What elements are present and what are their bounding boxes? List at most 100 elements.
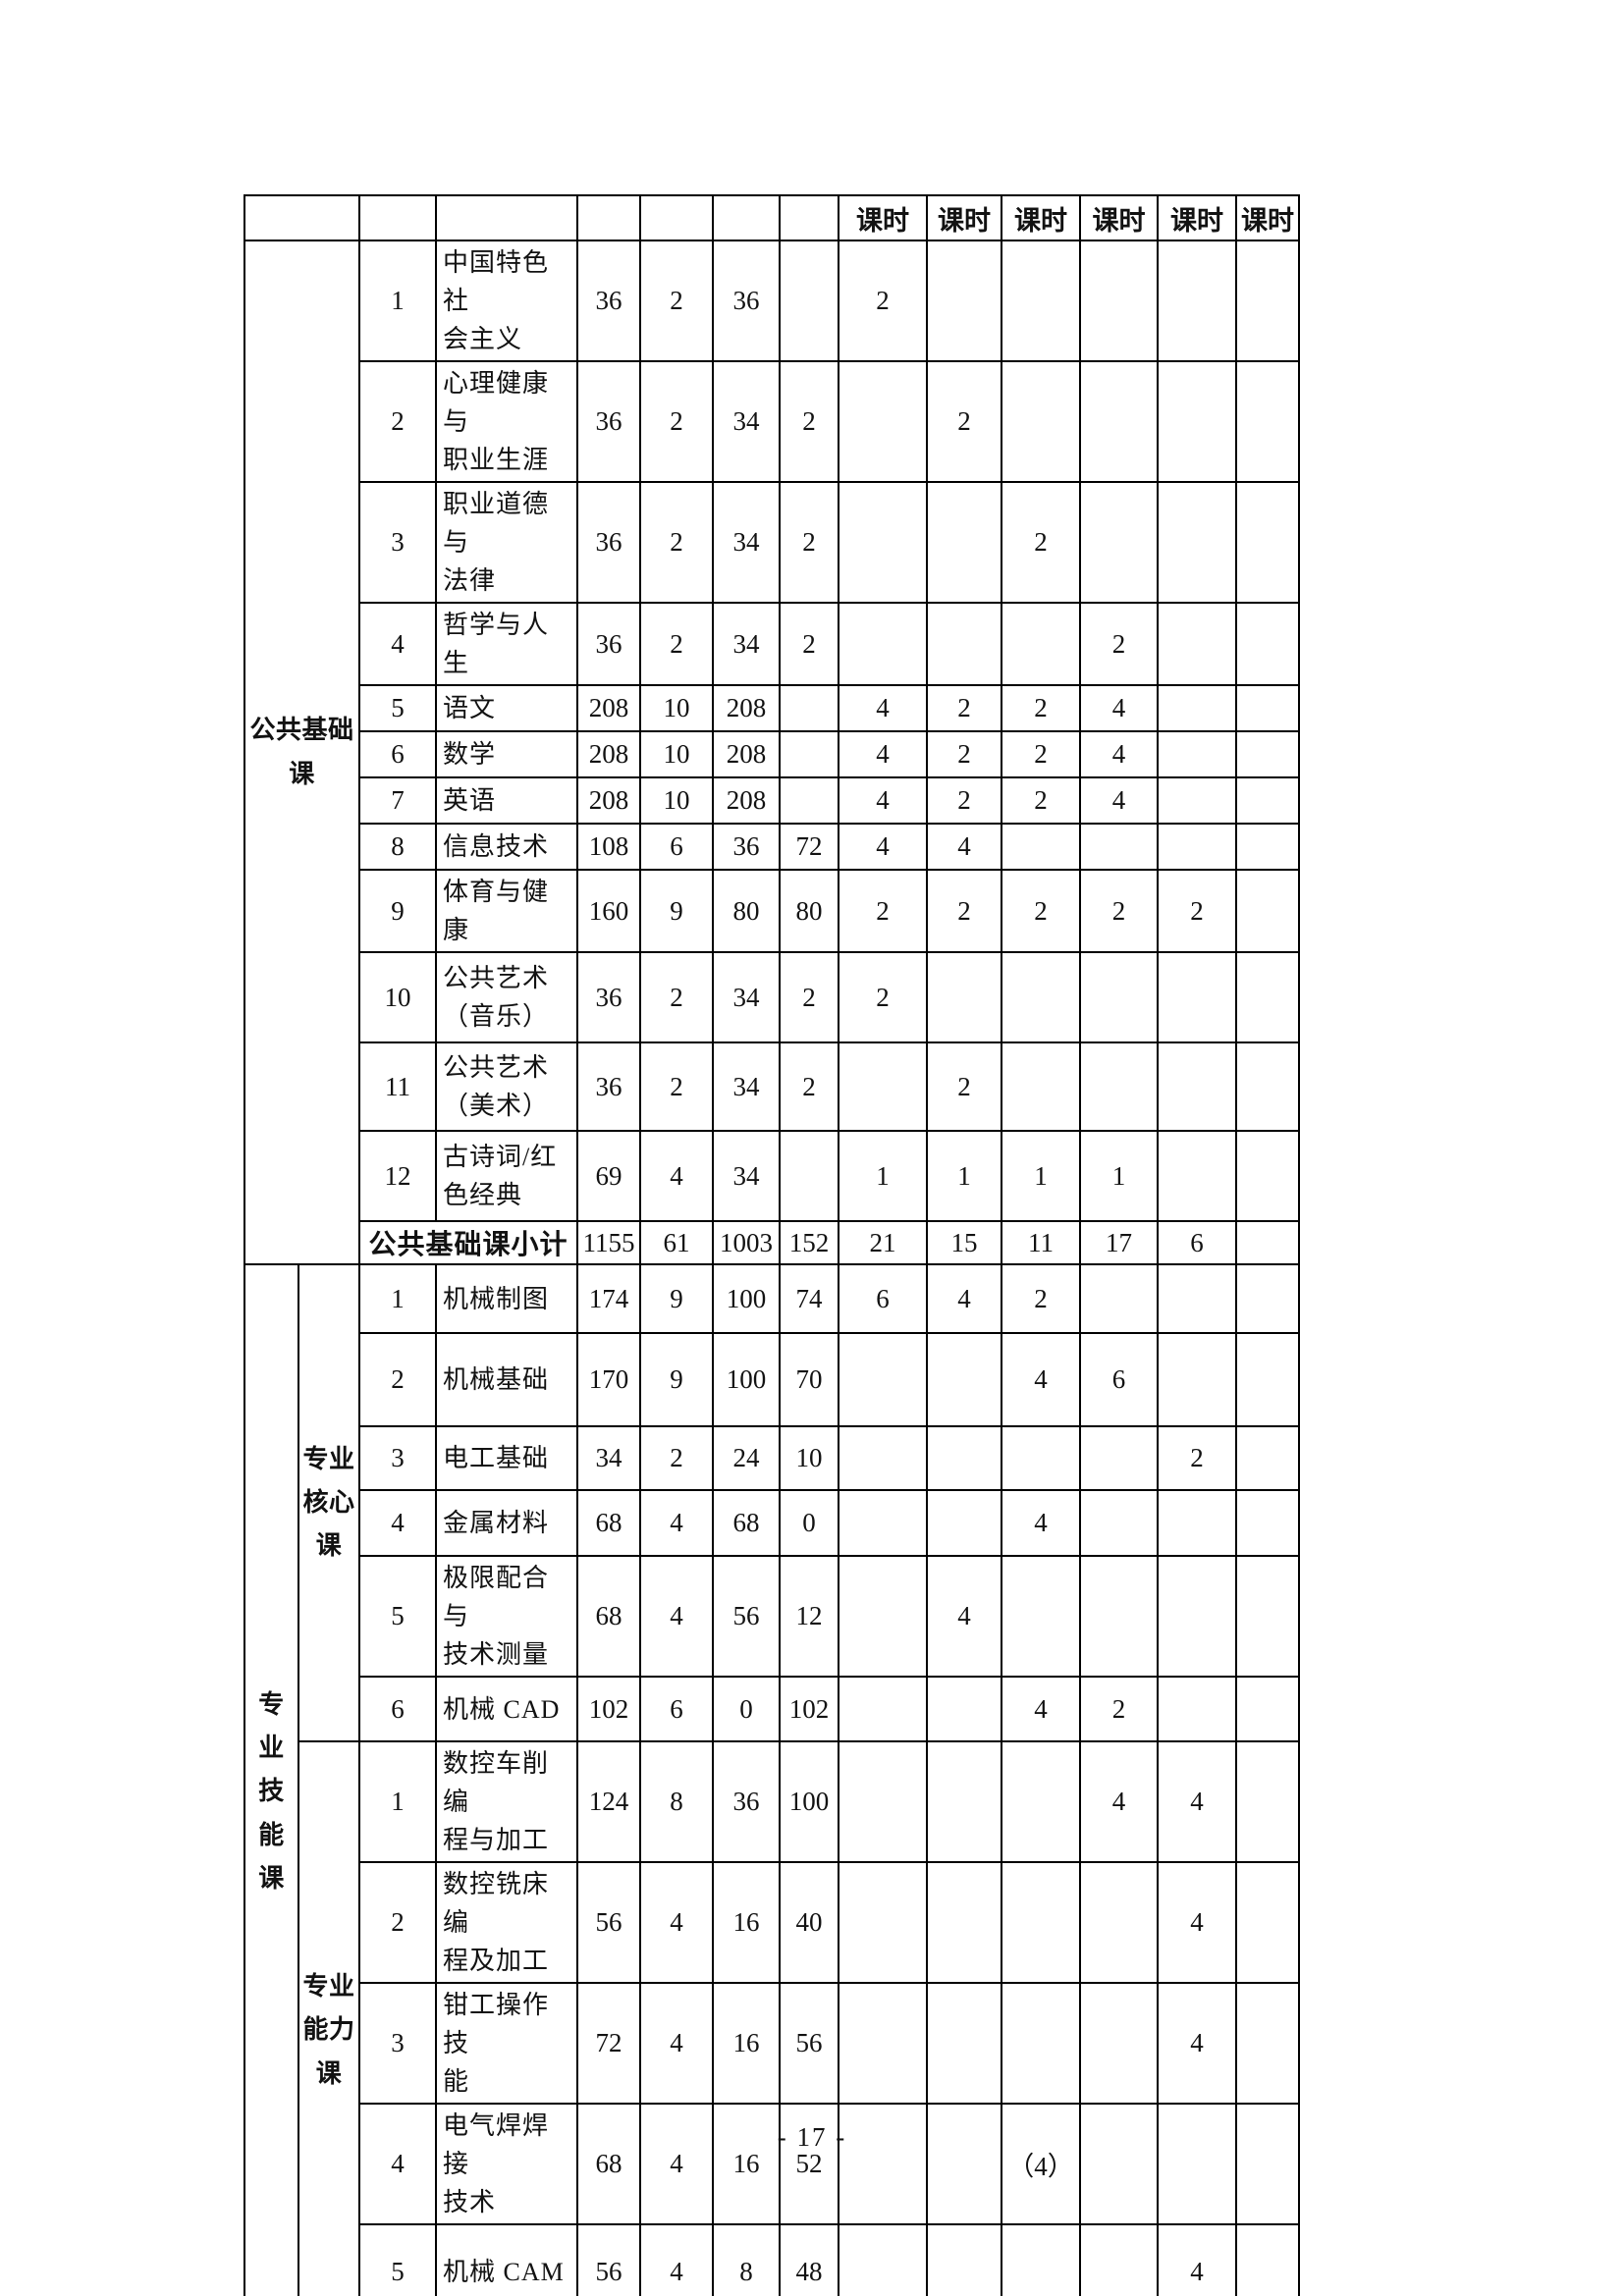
course-row: 5 极限配合与 技术测量 68 4 56 12 4 bbox=[244, 1555, 1300, 1678]
value-cell bbox=[1235, 1555, 1300, 1678]
row-number-cell: 4 bbox=[358, 602, 437, 686]
course-name-cell: 公共艺术 （音乐） bbox=[435, 951, 578, 1043]
value-cell: 208 bbox=[576, 684, 641, 732]
subtotal-value-cell: 6 bbox=[1157, 1220, 1237, 1265]
value-cell: 2 bbox=[639, 951, 714, 1043]
value-cell: 10 bbox=[639, 684, 714, 732]
course-row: 3 职业道德与 法律 36 2 34 2 2 bbox=[244, 481, 1300, 604]
value-cell bbox=[1235, 240, 1300, 362]
value-cell bbox=[1235, 951, 1300, 1043]
value-cell: 124 bbox=[576, 1740, 641, 1863]
value-cell: 16 bbox=[712, 1861, 781, 1984]
value-cell: 2 bbox=[639, 481, 714, 604]
value-cell bbox=[926, 481, 1002, 604]
value-cell bbox=[838, 481, 928, 604]
course-name-cell: 古诗词/红 色经典 bbox=[435, 1130, 578, 1222]
value-cell: 34 bbox=[712, 360, 781, 483]
value-cell: 6 bbox=[639, 1676, 714, 1742]
value-cell bbox=[1157, 823, 1237, 871]
course-row: 5 机械 CAM 56 4 8 48 4 bbox=[244, 2223, 1300, 2296]
row-number-cell: 11 bbox=[358, 1041, 437, 1132]
value-cell: 2 bbox=[639, 240, 714, 362]
value-cell: 34 bbox=[712, 1130, 781, 1222]
value-cell: 160 bbox=[576, 869, 641, 953]
value-cell: 100 bbox=[712, 1263, 781, 1334]
value-cell bbox=[1235, 1041, 1300, 1132]
row-number-cell: 3 bbox=[358, 1425, 437, 1491]
row-number-cell: 1 bbox=[358, 1263, 437, 1334]
value-cell bbox=[1079, 481, 1159, 604]
value-cell bbox=[1157, 684, 1237, 732]
value-cell: 6 bbox=[639, 823, 714, 871]
value-cell: 2 bbox=[838, 951, 928, 1043]
value-cell: 34 bbox=[712, 1041, 781, 1132]
value-cell bbox=[926, 1861, 1002, 1984]
header-empty-cell bbox=[639, 194, 714, 241]
value-cell: 4 bbox=[1157, 1740, 1237, 1863]
value-cell: 4 bbox=[639, 2103, 714, 2225]
value-cell bbox=[1235, 602, 1300, 686]
value-cell bbox=[838, 602, 928, 686]
value-cell: 2 bbox=[1079, 869, 1159, 953]
value-cell: 36 bbox=[576, 1041, 641, 1132]
value-cell: 4 bbox=[838, 684, 928, 732]
value-cell bbox=[1157, 730, 1237, 778]
value-cell: 48 bbox=[779, 2223, 839, 2296]
value-cell: 2 bbox=[1157, 869, 1237, 953]
value-cell: 56 bbox=[576, 1861, 641, 1984]
value-cell: 4 bbox=[838, 776, 928, 825]
subtotal-row: 公共基础课小计 1155 61 1003 152 21 15 11 17 6 bbox=[244, 1220, 1300, 1265]
row-number-cell: 5 bbox=[358, 2223, 437, 2296]
value-cell: 2 bbox=[926, 1041, 1002, 1132]
value-cell: 68 bbox=[712, 1489, 781, 1557]
value-cell bbox=[1157, 1555, 1237, 1678]
subtotal-label-cell: 公共基础课小计 bbox=[358, 1220, 578, 1265]
value-cell: 208 bbox=[712, 730, 781, 778]
hour-header-cell: 课时 bbox=[926, 194, 1002, 241]
course-name-cell: 机械制图 bbox=[435, 1263, 578, 1334]
value-cell bbox=[1157, 2103, 1237, 2225]
value-cell bbox=[779, 730, 839, 778]
value-cell: 2 bbox=[1001, 869, 1081, 953]
course-row: 2 心理健康与 职业生涯 36 2 34 2 2 bbox=[244, 360, 1300, 483]
value-cell: 36 bbox=[576, 481, 641, 604]
course-row: 8 信息技术 108 6 36 72 4 4 bbox=[244, 823, 1300, 871]
value-cell bbox=[838, 2223, 928, 2296]
value-cell: 108 bbox=[576, 823, 641, 871]
value-cell bbox=[1001, 1041, 1081, 1132]
value-cell bbox=[1079, 1555, 1159, 1678]
value-cell bbox=[1079, 2103, 1159, 2225]
course-row: 11 公共艺术 （美术） 36 2 34 2 2 bbox=[244, 1041, 1300, 1132]
value-cell bbox=[1235, 360, 1300, 483]
value-cell: 4 bbox=[639, 1982, 714, 2105]
value-cell: 1 bbox=[1001, 1130, 1081, 1222]
row-number-cell: 5 bbox=[358, 1555, 437, 1678]
value-cell: 2 bbox=[1001, 684, 1081, 732]
value-cell: 4 bbox=[1157, 1861, 1237, 1984]
value-cell bbox=[1157, 240, 1237, 362]
value-cell: 68 bbox=[576, 1489, 641, 1557]
value-cell: 1 bbox=[926, 1130, 1002, 1222]
row-number-cell: 3 bbox=[358, 1982, 437, 2105]
page-number: - 17 - bbox=[777, 2122, 847, 2152]
value-cell bbox=[838, 1041, 928, 1132]
value-cell: 74 bbox=[779, 1263, 839, 1334]
value-cell: 4 bbox=[1079, 776, 1159, 825]
value-cell: 2 bbox=[838, 869, 928, 953]
value-cell bbox=[1157, 1041, 1237, 1132]
row-number-cell: 5 bbox=[358, 684, 437, 732]
value-cell bbox=[1079, 1425, 1159, 1491]
value-cell: 4 bbox=[639, 1130, 714, 1222]
header-empty-cell bbox=[576, 194, 641, 241]
value-cell: 10 bbox=[779, 1425, 839, 1491]
subtotal-value-cell: 1003 bbox=[712, 1220, 781, 1265]
row-number-cell: 9 bbox=[358, 869, 437, 953]
value-cell: 2 bbox=[1079, 1676, 1159, 1742]
value-cell: 36 bbox=[576, 602, 641, 686]
value-cell bbox=[926, 1332, 1002, 1427]
row-number-cell: 3 bbox=[358, 481, 437, 604]
value-cell: 100 bbox=[779, 1740, 839, 1863]
course-row: 2 机械基础 170 9 100 70 4 6 bbox=[244, 1332, 1300, 1427]
course-name-cell: 数学 bbox=[435, 730, 578, 778]
value-cell: 52 bbox=[779, 2103, 839, 2225]
